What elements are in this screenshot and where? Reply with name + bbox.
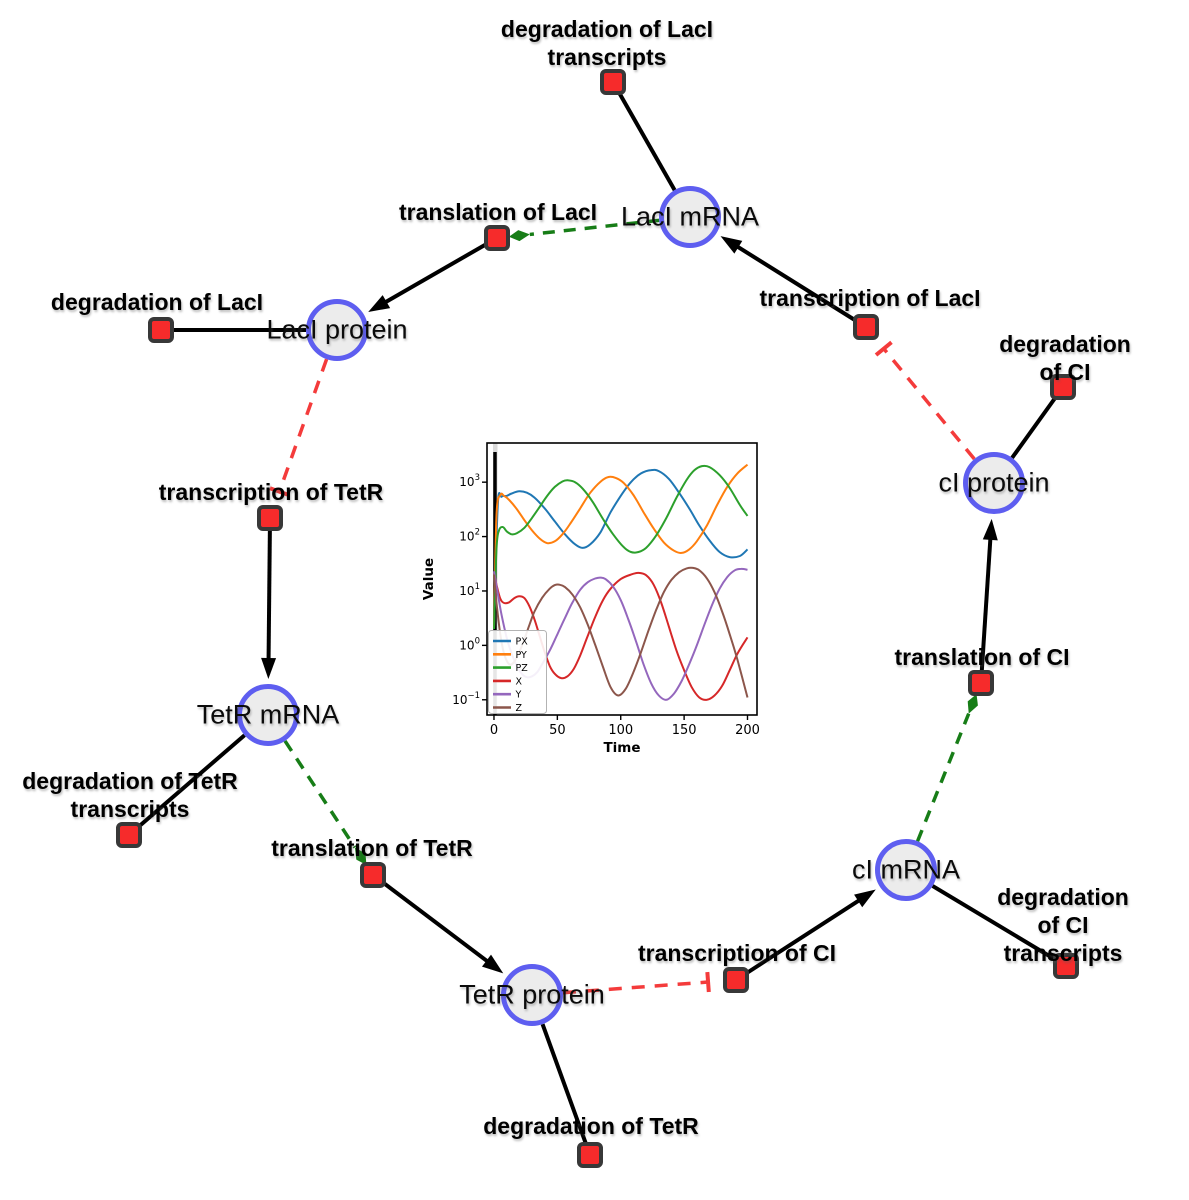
edge-reactant-laci-mrna-to-degradation-laci-transcripts xyxy=(611,81,677,192)
legend-label-y: Y xyxy=(515,690,522,701)
inhibition-tee-icon xyxy=(705,971,711,993)
legend-label-x: X xyxy=(516,676,523,687)
series-line-x xyxy=(493,571,749,701)
reaction-label-translation-laci: translation of LacI xyxy=(398,199,598,225)
reaction-label-transcription-laci: transcription of LacI xyxy=(759,285,981,311)
edge-reactant-tetr-mrna-to-degradation-tetr-transcripts xyxy=(127,733,246,837)
reaction-node-transcription-ci xyxy=(723,967,749,993)
legend-label-px: PX xyxy=(516,637,529,648)
legend-label-z: Z xyxy=(516,703,523,714)
edge-inhibition-laci-protein-to-transcription-tetr xyxy=(269,358,329,497)
reaction-node-transcription-tetr xyxy=(257,505,283,531)
edge-catalysis-tetr-mrna-to-translation-tetr xyxy=(283,739,367,865)
reaction-label-degradation-laci-transcripts: degradation of LacI transcripts xyxy=(500,16,714,70)
reaction-node-degradation-tetr xyxy=(577,1142,603,1168)
edge-reactant-ci-mrna-to-degradation-ci-transcripts xyxy=(931,884,1068,968)
species-label-tetr-protein: TetR protein xyxy=(459,979,605,1010)
arrowhead-icon xyxy=(854,889,876,908)
reaction-node-translation-laci xyxy=(484,225,510,251)
species-node-ci-protein xyxy=(963,452,1025,514)
catalysis-diamond-icon xyxy=(508,230,530,242)
reaction-node-transcription-laci xyxy=(853,314,879,340)
y-tick-label: 103 xyxy=(459,473,480,489)
reaction-label-degradation-tetr-transcripts: degradation of TetR transcripts xyxy=(22,768,238,822)
edge-product-translation-ci-to-ci-protein xyxy=(979,518,998,684)
species-node-tetr-protein xyxy=(501,964,563,1026)
species-label-ci-mrna: cI mRNA xyxy=(852,854,960,885)
reaction-label-translation-tetr: translation of TetR xyxy=(271,835,473,861)
edge-inhibition-ci-protein-to-transcription-laci xyxy=(874,340,976,461)
arrowhead-icon xyxy=(982,518,998,541)
y-axis-label: Value xyxy=(421,558,437,600)
reaction-label-transcription-tetr: transcription of TetR xyxy=(158,479,384,505)
edge-reactant-tetr-protein-to-degradation-tetr xyxy=(540,1023,592,1156)
edge-product-transcription-laci-to-laci-mrna xyxy=(720,236,868,329)
series-line-py xyxy=(493,463,749,630)
edge-catalysis-ci-mrna-to-translation-ci xyxy=(915,694,978,842)
edge-product-translation-tetr-to-tetr-protein xyxy=(371,873,504,974)
species-label-tetr-mrna: TetR mRNA xyxy=(196,699,340,730)
y-tick-label: 100 xyxy=(459,636,480,652)
y-tick-label: 102 xyxy=(459,528,480,544)
y-tick-label: 101 xyxy=(459,582,480,598)
x-tick-label: 200 xyxy=(735,723,760,738)
inhibition-tee-icon xyxy=(269,486,290,497)
reaction-label-degradation-ci: degradation of CI xyxy=(999,331,1131,385)
x-tick-label: 50 xyxy=(549,723,566,738)
series-line-px xyxy=(493,468,749,630)
species-node-laci-mrna xyxy=(659,186,721,248)
species-node-ci-mrna xyxy=(875,839,937,901)
species-label-laci-protein: LacI protein xyxy=(266,314,408,345)
reaction-label-transcription-ci: transcription of CI xyxy=(637,940,837,966)
y-tick-label: 10−1 xyxy=(452,691,480,707)
chart-axes-box xyxy=(486,442,758,716)
chart-legend: PX PY PZ XYZ xyxy=(488,630,547,714)
arrowhead-icon xyxy=(481,954,504,974)
reaction-node-degradation-ci xyxy=(1050,374,1076,400)
x-axis-label: Time xyxy=(603,740,640,756)
inhibition-tee-icon xyxy=(874,340,893,357)
arrowhead-icon xyxy=(261,657,277,680)
reaction-node-translation-tetr xyxy=(360,862,386,888)
x-tick-label: 100 xyxy=(608,723,633,738)
reaction-label-degradation-ci-transcripts: degradation of CI transcripts xyxy=(997,884,1129,966)
timecourse-chart: 0 50 100 150 20010−1100101102103TimeValuePXP… xyxy=(421,442,760,756)
species-node-laci-protein xyxy=(306,299,368,361)
reaction-label-translation-ci: translation of CI xyxy=(894,644,1070,670)
x-tick-label: 0 xyxy=(490,723,498,738)
series-line-pz xyxy=(493,464,749,630)
reaction-node-degradation-laci-transcripts xyxy=(600,69,626,95)
reaction-node-degradation-tetr-transcripts xyxy=(116,822,142,848)
arrowhead-icon xyxy=(368,295,391,313)
species-label-ci-protein: cI protein xyxy=(938,467,1050,498)
edge-catalysis-laci-mrna-to-translation-laci xyxy=(508,218,660,242)
reaction-label-degradation-tetr: degradation of TetR xyxy=(483,1113,699,1139)
reaction-node-translation-ci xyxy=(968,670,994,696)
reaction-node-degradation-ci-transcripts xyxy=(1053,953,1079,979)
edge-product-transcription-tetr-to-tetr-mrna xyxy=(261,517,277,680)
reaction-node-degradation-laci xyxy=(148,317,174,343)
catalysis-diamond-icon xyxy=(967,694,978,714)
edge-layer xyxy=(127,81,1068,1156)
species-node-tetr-mrna xyxy=(237,684,299,746)
edge-product-transcription-ci-to-ci-mrna xyxy=(734,889,876,982)
arrowhead-icon xyxy=(720,236,743,254)
catalysis-diamond-icon xyxy=(354,847,367,865)
edge-inhibition-tetr-protein-to-transcription-ci xyxy=(562,971,711,995)
legend-label-py: PY xyxy=(516,650,528,661)
reaction-label-degradation-laci: degradation of LacI xyxy=(50,289,264,315)
x-tick-label: 150 xyxy=(672,723,697,738)
legend-label-pz: PZ xyxy=(516,663,529,674)
edge-product-translation-laci-to-laci-protein xyxy=(368,236,498,313)
species-label-laci-mrna: LacI mRNA xyxy=(620,201,760,232)
